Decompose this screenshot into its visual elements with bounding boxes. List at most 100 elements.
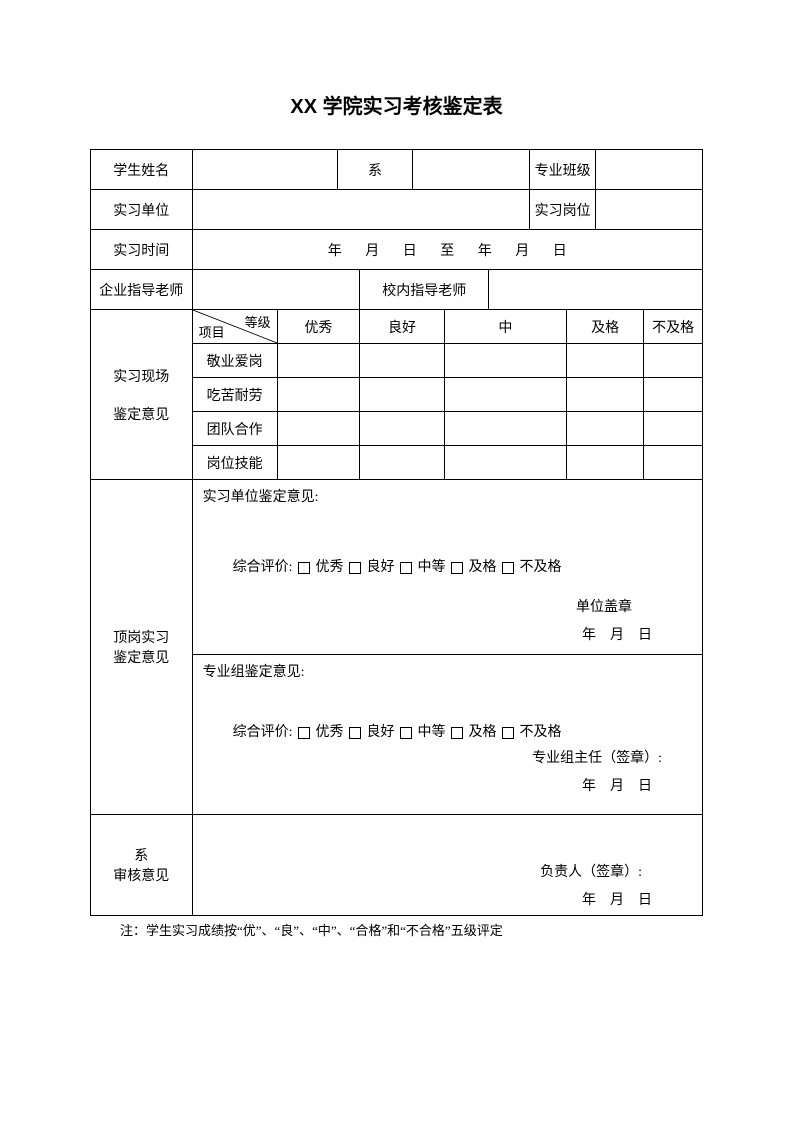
- checkbox-icon[interactable]: [451, 727, 463, 739]
- unit-stamp: 单位盖章: [203, 596, 692, 616]
- col-pass: 及格: [567, 310, 644, 344]
- label-post: 实习岗位: [529, 190, 596, 230]
- field-class[interactable]: [596, 150, 703, 190]
- unit-eval-line: 综合评价: 优秀 良好 中等 及格 不及格: [203, 556, 692, 576]
- opt-fail: 不及格: [519, 725, 561, 740]
- cell-r4-c2[interactable]: [360, 446, 444, 480]
- label-class: 专业班级: [529, 150, 596, 190]
- time-year1: 年: [328, 244, 342, 259]
- cell-r3-c3[interactable]: [444, 412, 566, 446]
- group-date: 年 月 日: [203, 775, 692, 795]
- dept-review-area[interactable]: 负责人（签章）: 年 月 日: [192, 815, 702, 916]
- label-unit: 实习单位: [91, 190, 193, 230]
- opt-excellent: 优秀: [315, 725, 343, 740]
- cell-r3-c5[interactable]: [644, 412, 703, 446]
- time-to: 至: [440, 244, 454, 259]
- label-onsite-appraisal: 实习现场 鉴定意见: [91, 310, 193, 480]
- unit-opinion-area[interactable]: 实习单位鉴定意见: 综合评价: 优秀 良好 中等 及格 不及格 单位盖章 年 月…: [192, 480, 702, 655]
- time-day1: 日: [403, 244, 417, 259]
- time-month1: 月: [365, 244, 379, 259]
- label-dept-review: 系 审核意见: [91, 815, 193, 916]
- group-opinion-label: 专业组鉴定意见:: [203, 661, 692, 681]
- opt-pass: 及格: [468, 560, 496, 575]
- diag-grade: 等级: [245, 312, 271, 331]
- cell-r3-c4[interactable]: [567, 412, 644, 446]
- cell-r1-c4[interactable]: [567, 344, 644, 378]
- field-student-name[interactable]: [192, 150, 337, 190]
- cell-r2-c2[interactable]: [360, 378, 444, 412]
- dept-date: 年 月 日: [203, 889, 692, 909]
- evaluation-table: 学生姓名 系 专业班级 实习单位 实习岗位 实习时间 年 月 日 至 年 月 日…: [90, 149, 703, 916]
- checkbox-icon[interactable]: [349, 562, 361, 574]
- cell-r3-c2[interactable]: [360, 412, 444, 446]
- diagonal-header: 等级 项目: [192, 310, 277, 344]
- field-unit[interactable]: [192, 190, 529, 230]
- group-leader: 专业组主任（签章）:: [203, 747, 692, 767]
- checkbox-icon[interactable]: [400, 562, 412, 574]
- cell-r1-c5[interactable]: [644, 344, 703, 378]
- field-enterprise-teacher[interactable]: [192, 270, 360, 310]
- opt-medium: 中等: [417, 725, 445, 740]
- cell-r4-c3[interactable]: [444, 446, 566, 480]
- opt-excellent: 优秀: [315, 560, 343, 575]
- cell-r3-c1[interactable]: [277, 412, 360, 446]
- unit-opinion-label: 实习单位鉴定意见:: [203, 486, 692, 506]
- time-month2: 月: [515, 244, 529, 259]
- cell-r1-c3[interactable]: [444, 344, 566, 378]
- label-school-teacher: 校内指导老师: [360, 270, 489, 310]
- opt-medium: 中等: [417, 560, 445, 575]
- label-enterprise-teacher: 企业指导老师: [91, 270, 193, 310]
- row-teamwork: 团队合作: [192, 412, 277, 446]
- cell-r1-c1[interactable]: [277, 344, 360, 378]
- onsite-line2: 鉴定意见: [93, 404, 190, 424]
- eval-prefix: 综合评价:: [233, 560, 293, 575]
- field-post[interactable]: [596, 190, 703, 230]
- cell-r2-c3[interactable]: [444, 378, 566, 412]
- cell-r4-c1[interactable]: [277, 446, 360, 480]
- label-time: 实习时间: [91, 230, 193, 270]
- checkbox-icon[interactable]: [502, 562, 514, 574]
- col-fail: 不及格: [644, 310, 703, 344]
- footnote: 注：学生实习成绩按“优”、“良”、“中”、“合格”和“不合格”五级评定: [90, 920, 703, 939]
- opt-pass: 及格: [468, 725, 496, 740]
- cell-r2-c4[interactable]: [567, 378, 644, 412]
- row-skills: 岗位技能: [192, 446, 277, 480]
- label-internship-appraisal: 顶岗实习 鉴定意见: [91, 480, 193, 815]
- onsite-line1: 实习现场: [93, 366, 190, 386]
- label-student-name: 学生姓名: [91, 150, 193, 190]
- checkbox-icon[interactable]: [451, 562, 463, 574]
- diag-item: 项目: [199, 322, 225, 341]
- time-year2: 年: [478, 244, 492, 259]
- label-department: 系: [337, 150, 413, 190]
- eval-prefix: 综合评价:: [233, 725, 293, 740]
- cell-r4-c4[interactable]: [567, 446, 644, 480]
- checkbox-icon[interactable]: [400, 727, 412, 739]
- intern-line1: 顶岗实习: [93, 627, 190, 647]
- dept-responsible: 负责人（签章）:: [203, 861, 692, 881]
- page-title: XX 学院实习考核鉴定表: [90, 90, 703, 119]
- cell-r1-c2[interactable]: [360, 344, 444, 378]
- dept-line2: 审核意见: [93, 865, 190, 885]
- cell-r2-c1[interactable]: [277, 378, 360, 412]
- opt-fail: 不及格: [519, 560, 561, 575]
- opt-good: 良好: [366, 725, 394, 740]
- field-time[interactable]: 年 月 日 至 年 月 日: [192, 230, 702, 270]
- field-department[interactable]: [413, 150, 529, 190]
- opt-good: 良好: [366, 560, 394, 575]
- unit-date: 年 月 日: [203, 624, 692, 644]
- col-good: 良好: [360, 310, 444, 344]
- checkbox-icon[interactable]: [298, 562, 310, 574]
- field-school-teacher[interactable]: [489, 270, 703, 310]
- checkbox-icon[interactable]: [349, 727, 361, 739]
- checkbox-icon[interactable]: [502, 727, 514, 739]
- row-dedication: 敬业爱岗: [192, 344, 277, 378]
- intern-line2: 鉴定意见: [93, 647, 190, 667]
- checkbox-icon[interactable]: [298, 727, 310, 739]
- col-medium: 中: [444, 310, 566, 344]
- row-hardworking: 吃苦耐劳: [192, 378, 277, 412]
- time-day2: 日: [553, 244, 567, 259]
- cell-r2-c5[interactable]: [644, 378, 703, 412]
- cell-r4-c5[interactable]: [644, 446, 703, 480]
- group-opinion-area[interactable]: 专业组鉴定意见: 综合评价: 优秀 良好 中等 及格 不及格 专业组主任（签章）…: [192, 655, 702, 815]
- group-eval-line: 综合评价: 优秀 良好 中等 及格 不及格: [203, 721, 692, 741]
